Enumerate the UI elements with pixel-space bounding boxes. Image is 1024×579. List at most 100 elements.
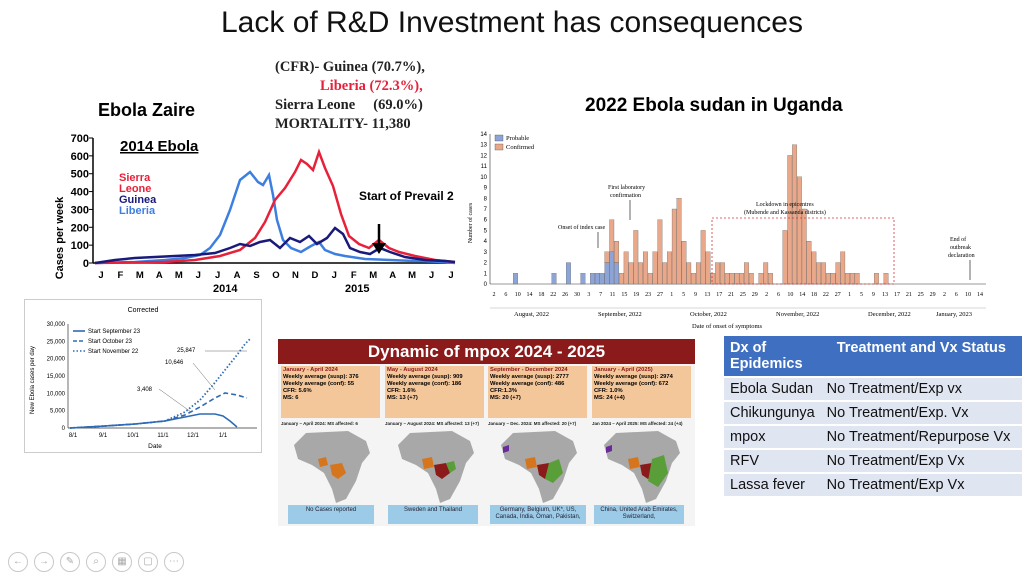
confirmed-bar: [840, 251, 846, 285]
ytick-label: 1: [484, 271, 488, 277]
ytick-label: 8: [484, 196, 488, 202]
xtick-label: 11/1: [157, 433, 169, 439]
probable-bar: [551, 273, 557, 285]
ytick-label: 4: [484, 239, 488, 245]
mpox-card-2: May - August 2024 Weekly average (susp):…: [385, 366, 484, 418]
day-label: 14: [527, 292, 533, 298]
day-label: 10: [965, 292, 971, 298]
ebola-2014-yticks: 700 600 500 400 300 200 100 0: [71, 133, 93, 270]
mpox-card-4-l1: Weekly average (susp): 2974: [594, 374, 673, 380]
day-label: 21: [728, 292, 734, 298]
africa-map-4: [604, 431, 680, 503]
month-label: M: [175, 270, 183, 281]
annotation-end-2: outbreak: [950, 245, 971, 251]
zoom-icon[interactable]: ⌕: [86, 552, 106, 572]
day-label: 18: [538, 292, 544, 298]
mpox-foot-3: Germany, Belgium, UK*, US, Canada, India…: [490, 505, 586, 524]
ebola-2014-chart: 2014 Ebola Cases per week 700 600 500 400 30…: [54, 133, 456, 295]
mpox-card-4: January - April (2025) Weekly average (s…: [592, 366, 691, 418]
mpox-panel: Dynamic of mpox 2024 - 2025 January - Ap…: [278, 339, 695, 526]
cfr-liberia: Liberia (72.3%),: [320, 78, 423, 94]
mpox-sub-2: January – August 2024: MS affected: 13 (…: [385, 421, 479, 426]
month-oct: October, 2022: [690, 311, 727, 318]
annotation-lockdown-1: Lockdown in epicentres: [756, 202, 814, 208]
probable-bar: [609, 251, 615, 285]
table-row: Chikungunya No Treatment/Exp. Vx: [724, 402, 1022, 424]
mpox-card-3-l2: Weekly average (conf): 486: [490, 381, 565, 387]
mpox-card-1-l4: MS: 6: [283, 395, 299, 401]
ytick-label: 7: [484, 207, 488, 213]
day-label: 26: [562, 292, 568, 298]
confirmed-bar: [724, 273, 730, 285]
mpox-foot-2: Sweden and Thailand: [388, 505, 478, 524]
confirmed-bar: [806, 241, 812, 285]
day-label: 9: [694, 292, 697, 298]
cell-status: No Treatment/Exp Vx: [820, 450, 1022, 472]
annotation-index-case: Onset of index case: [558, 224, 605, 231]
mpox-title: Dynamic of mpox 2024 - 2025: [278, 339, 695, 364]
confirmed-bar: [835, 262, 841, 285]
all-slides-icon[interactable]: ▦: [112, 552, 132, 572]
pen-icon[interactable]: ✎: [60, 552, 80, 572]
video-icon[interactable]: ▢: [138, 552, 158, 572]
ytick-label: 0: [62, 426, 66, 432]
confirmed-bar: [801, 208, 807, 285]
confirmed-bar: [825, 273, 831, 285]
month-label: J: [98, 270, 103, 281]
corrected-title: Corrected: [128, 307, 159, 314]
mpox-card-3-l3: CFR:1.3%: [490, 388, 518, 394]
ytick-label: 6: [484, 218, 488, 224]
confirmed-bar: [739, 273, 745, 285]
ytick-label: 2: [484, 261, 488, 267]
ytick-label: 5: [484, 228, 488, 234]
corrected-yticks: 30,000 25,000 20,000 15,000 10,000 5,000 0: [47, 322, 66, 432]
mpox-card-4-l2: Weekly average (conf): 672: [594, 381, 669, 387]
more-options-icon[interactable]: ⋯: [164, 552, 184, 572]
day-label: 22: [823, 292, 829, 298]
cell-status: No Treatment/Exp vx: [820, 378, 1022, 400]
day-label: 30: [574, 292, 580, 298]
mpox-card-2-l1: Weekly average (susp): 909: [387, 374, 463, 380]
confirmed-bar: [710, 273, 716, 285]
annotation-end-1: End of: [950, 236, 966, 243]
legend-guinea: Guinea: [119, 194, 157, 206]
legend-confirmed-swatch: [494, 143, 504, 151]
day-label: 14: [977, 292, 983, 298]
confirmed-bar: [662, 262, 668, 285]
uganda-bars: [513, 144, 889, 285]
confirmed-bar: [874, 273, 879, 285]
xtick-label: 10/1: [127, 433, 139, 439]
day-label: 27: [835, 292, 841, 298]
probable-bar: [590, 273, 595, 285]
confirmed-bar: [681, 241, 687, 285]
day-label: 9: [872, 292, 875, 298]
africa-map-3: [501, 431, 577, 503]
day-label: 3: [587, 292, 590, 298]
confirmed-bar: [638, 262, 643, 285]
day-label: 7: [599, 292, 602, 298]
ebola-2014-ylabel: Cases per week: [54, 196, 66, 279]
ytick-label: 400: [71, 187, 89, 199]
ytick-label: 12: [480, 153, 487, 159]
next-slide-icon[interactable]: →: [34, 552, 54, 572]
label-3408-leader: [158, 388, 192, 413]
ytick-label: 3: [484, 250, 488, 256]
ytick-label: 9: [484, 186, 488, 192]
day-label: 29: [752, 292, 758, 298]
confirmed-bar: [676, 198, 682, 285]
mpox-sub-3: January – Dec. 2024: MS affected: 20 (+7…: [488, 421, 577, 426]
day-label: 6: [777, 292, 780, 298]
prev-slide-icon[interactable]: ←: [8, 552, 28, 572]
table-row: Ebola Sudan No Treatment/Exp vx: [724, 378, 1022, 400]
mpox-card-4-l3: CFR: 1.0%: [594, 388, 623, 394]
day-label: 10: [787, 292, 793, 298]
cfr-guinea: (CFR)- Guinea (70.7%),: [275, 59, 425, 75]
confirmed-bar: [720, 262, 725, 285]
month-label: O: [272, 270, 279, 281]
day-label: 13: [882, 292, 888, 298]
ytick-label: 20,000: [47, 357, 66, 363]
mpox-card-4-l4: MS: 24 (+4): [594, 395, 625, 401]
confirmed-bar: [758, 273, 764, 285]
header-status: Treatment and Vx Status: [820, 336, 1022, 376]
confirmed-bar: [647, 273, 653, 285]
